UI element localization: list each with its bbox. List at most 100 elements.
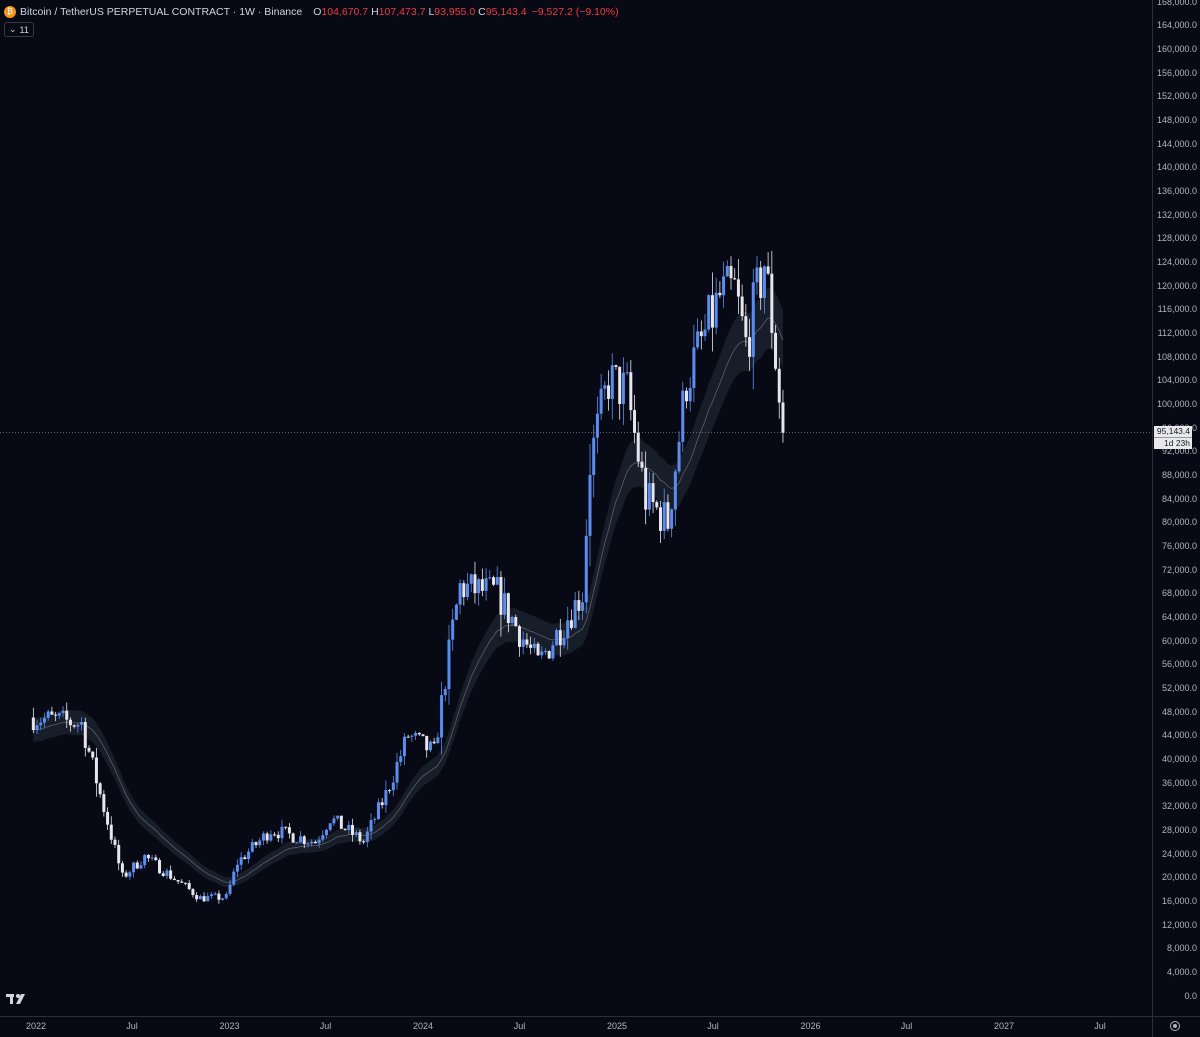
time-axis[interactable]: 2022 Jul 2023 Jul 2024 Jul 2025 Jul 2026 Jul 2027 J… (0, 1016, 1152, 1037)
candle (521, 631, 525, 655)
indicators-toggle-button[interactable]: ⌄ 11 (4, 22, 34, 37)
candle (469, 573, 473, 593)
candle (473, 561, 477, 604)
candle (725, 260, 729, 277)
price-tick-label: 160,000.0 (1156, 43, 1197, 54)
candle (87, 745, 91, 753)
candle (462, 580, 466, 606)
candle-body (161, 873, 165, 876)
candle-body (94, 757, 98, 784)
candle-body (57, 713, 61, 716)
candle-body (517, 626, 521, 647)
candle (451, 608, 455, 651)
candle (543, 648, 547, 655)
price-tick-label: 132,000.0 (1156, 209, 1197, 220)
candle-body (718, 292, 722, 296)
candle-body (76, 724, 80, 727)
candle-body (707, 295, 711, 330)
ma-band (33, 287, 783, 888)
time-tick-label: Jul (319, 1021, 332, 1031)
candle-body (46, 711, 50, 718)
candle-body (150, 857, 154, 859)
candle-body (202, 896, 206, 902)
candle-body (503, 593, 507, 615)
open-value: 104,670.7 (321, 6, 369, 18)
price-chart[interactable] (0, 0, 1152, 1016)
candle (365, 826, 369, 848)
price-tick-label: 4,000.0 (1166, 966, 1197, 977)
candle-body (358, 832, 362, 842)
candle-body (228, 884, 232, 894)
candle-body (276, 834, 280, 839)
candle-body (198, 896, 202, 900)
bar-countdown-label: 1d 23h (1154, 437, 1192, 449)
tradingview-logo-icon[interactable] (6, 992, 30, 1006)
candle (659, 500, 663, 543)
candle (113, 836, 117, 849)
candle-body (213, 893, 217, 895)
candle (484, 567, 488, 601)
candle (506, 592, 510, 633)
chart-settings-icon[interactable] (1170, 1021, 1180, 1031)
time-tick-label: 2024 (412, 1021, 434, 1031)
candle-body (458, 583, 462, 605)
candle (677, 431, 681, 474)
last-price-label: 95,143.4 (1154, 426, 1192, 437)
price-axis[interactable]: 168,000.0 164,000.0 160,000.0 156,000.0 152,… (1152, 0, 1200, 1016)
symbol-legend: Bitcoin / TetherUS PERPETUAL CONTRACT · … (4, 4, 619, 20)
candle-body (451, 619, 455, 640)
candle (770, 250, 774, 349)
candle-body (484, 578, 488, 591)
candle (46, 709, 50, 721)
candle-body (625, 372, 629, 374)
candle (651, 473, 655, 514)
candle (736, 259, 740, 314)
price-tick-label: 136,000.0 (1156, 185, 1197, 196)
candle (495, 566, 499, 586)
time-tick-label: Jul (707, 1021, 719, 1031)
candle-body (722, 276, 726, 296)
candle (339, 815, 343, 829)
candle (50, 706, 54, 715)
price-tick-label: 16,000.0 (1161, 895, 1197, 906)
candle-body (492, 577, 496, 585)
candle (235, 859, 239, 878)
candle (198, 894, 202, 900)
candle-body (224, 893, 228, 899)
candle-body (729, 266, 733, 279)
candle-body (748, 337, 752, 357)
candle-body (61, 710, 65, 714)
candle (180, 878, 184, 883)
candle (447, 625, 451, 705)
low-value: 93,955.0 (434, 6, 476, 18)
price-tick-label: 116,000.0 (1157, 304, 1197, 315)
candle (443, 686, 447, 702)
price-tick-label: 104,000.0 (1156, 375, 1197, 386)
candle (703, 314, 707, 341)
candle (80, 717, 84, 731)
price-tick-label: 44,000.0 (1161, 730, 1197, 741)
candle (362, 839, 366, 845)
candle-body (551, 645, 555, 659)
candle-body (399, 756, 403, 763)
candle (91, 751, 95, 761)
candle-body (573, 600, 577, 628)
price-tick-label: 8,000.0 (1166, 943, 1197, 954)
candle-body (87, 747, 91, 752)
candle-body (258, 840, 262, 846)
candle (488, 570, 492, 580)
candle-body (332, 818, 336, 824)
candle-body (165, 870, 169, 876)
candle (65, 702, 69, 728)
candle (751, 268, 755, 390)
candle-body (206, 896, 210, 902)
candle-body (755, 267, 759, 283)
candle-body (506, 593, 510, 624)
candle-body (384, 790, 388, 806)
candle (532, 637, 536, 653)
candle-body (670, 509, 674, 529)
symbol-title[interactable]: Bitcoin / TetherUS PERPETUAL CONTRACT · … (20, 6, 303, 18)
candle (514, 614, 518, 627)
candle-body (91, 751, 95, 758)
